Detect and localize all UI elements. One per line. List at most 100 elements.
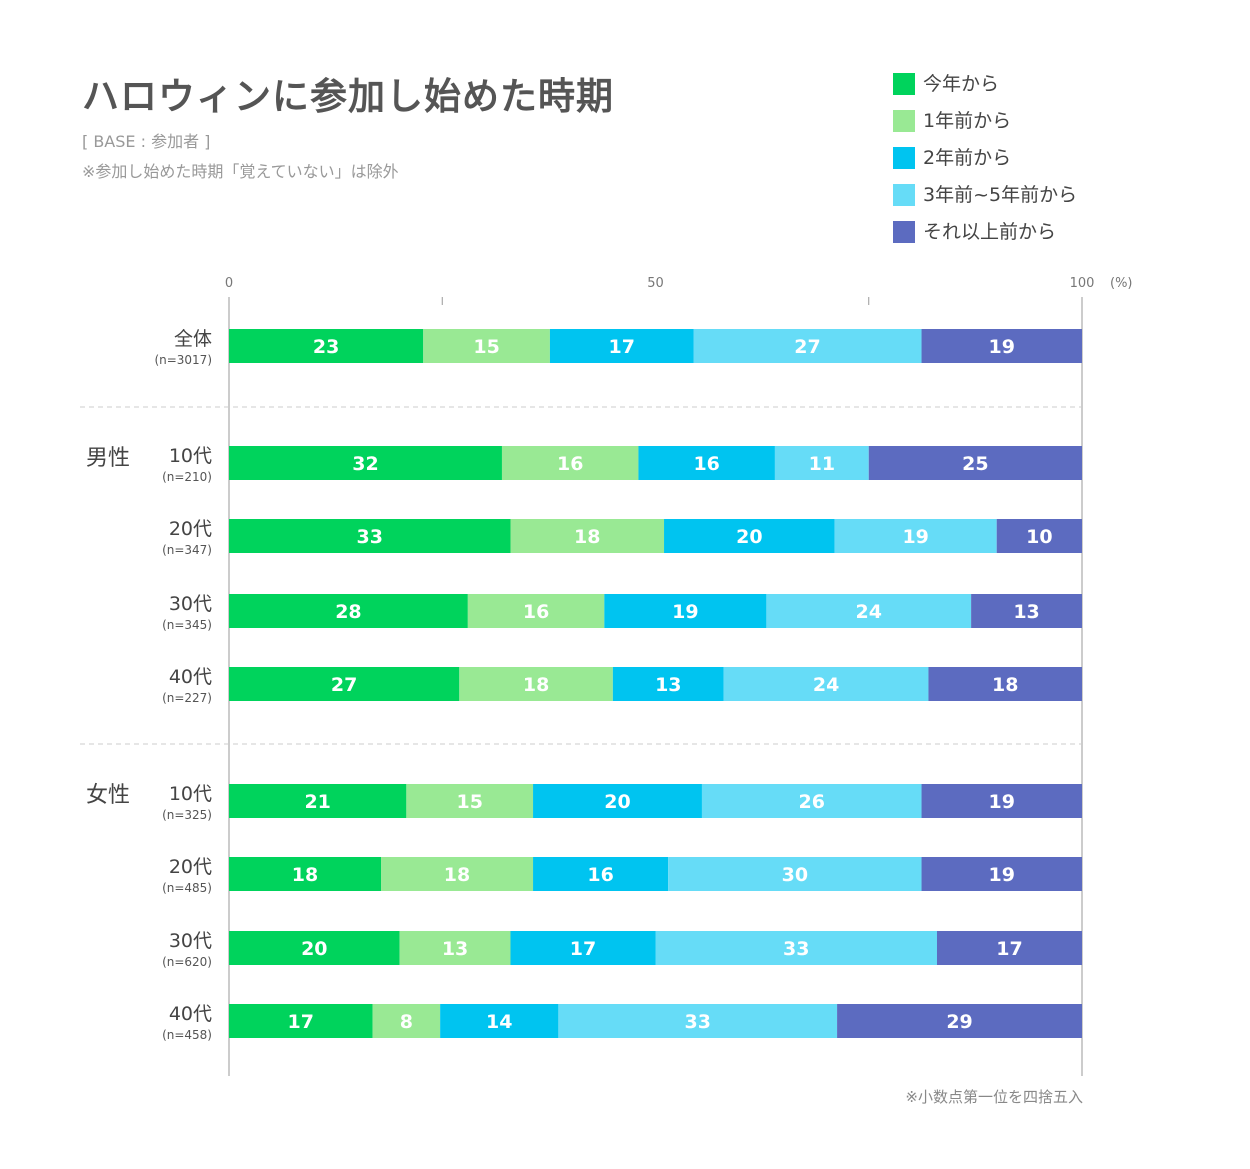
bar-segment xyxy=(229,667,460,701)
bar-value-label: 17 xyxy=(996,938,1022,960)
chart-title: ハロウィンに参加し始めた時期 xyxy=(82,75,614,118)
bar-value-label: 15 xyxy=(473,336,499,358)
x-tick-label: 100 xyxy=(1070,276,1095,291)
row-sample-size: (n=325) xyxy=(162,808,212,822)
bar-value-label: 23 xyxy=(313,336,339,358)
x-tick-label: 0 xyxy=(225,276,233,291)
row-sample-size: (n=620) xyxy=(162,955,212,969)
row-label: 10代 xyxy=(169,445,212,467)
legend-swatch xyxy=(893,221,915,243)
bar-segment xyxy=(936,931,1082,965)
bar-segment xyxy=(766,594,972,628)
bar-value-label: 24 xyxy=(813,674,839,696)
bar-value-label: 20 xyxy=(301,938,327,960)
bar-segment xyxy=(558,1004,838,1038)
bar-segment xyxy=(423,329,550,363)
bar-segment xyxy=(229,329,424,363)
bar-value-label: 21 xyxy=(304,791,330,813)
bar-segment xyxy=(723,667,929,701)
bar-segment xyxy=(440,1004,559,1038)
bar-segment xyxy=(604,594,767,628)
bar-value-label: 33 xyxy=(685,1011,711,1033)
bar-segment xyxy=(868,446,1082,480)
bar-segment xyxy=(372,1004,441,1038)
bar-segment xyxy=(459,667,613,701)
bar-segment xyxy=(774,446,869,480)
bar-value-label: 20 xyxy=(604,791,630,813)
bar-value-label: 18 xyxy=(523,674,549,696)
bar-segment xyxy=(501,446,639,480)
bar-segment xyxy=(971,594,1082,628)
bar-segment xyxy=(664,519,835,553)
bar-segment xyxy=(533,784,702,818)
bar-segment xyxy=(510,931,656,965)
bar-segment xyxy=(701,784,922,818)
row-label: 20代 xyxy=(169,518,212,540)
bar-segment xyxy=(229,784,407,818)
x-tick-label: 50 xyxy=(647,276,664,291)
legend-label: 2年前から xyxy=(923,147,1012,169)
legend-label: それ以上前から xyxy=(923,221,1057,243)
bar-segment xyxy=(996,519,1082,553)
base-note: [ BASE : 参加者 ] xyxy=(82,132,211,151)
bar-value-label: 30 xyxy=(782,864,808,886)
bar-segment xyxy=(921,329,1082,363)
bar-value-label: 13 xyxy=(655,674,681,696)
bar-value-label: 32 xyxy=(352,453,378,475)
bar-segment xyxy=(229,519,511,553)
row-label: 全体 xyxy=(174,328,212,350)
bar-value-label: 19 xyxy=(989,336,1015,358)
bar-value-label: 17 xyxy=(608,336,634,358)
bar-value-label: 18 xyxy=(292,864,318,886)
bar-segment xyxy=(406,784,534,818)
bar-value-label: 27 xyxy=(794,336,820,358)
bar-value-label: 19 xyxy=(989,864,1015,886)
bar-segment xyxy=(928,667,1082,701)
bar-value-label: 16 xyxy=(557,453,583,475)
bar-segment xyxy=(612,667,724,701)
group-label: 男性 xyxy=(86,446,130,471)
row-sample-size: (n=227) xyxy=(162,691,212,705)
bar-segment xyxy=(655,931,937,965)
row-sample-size: (n=345) xyxy=(162,618,212,632)
bar-segment xyxy=(381,857,534,891)
bar-value-label: 28 xyxy=(335,601,361,623)
legend-swatch xyxy=(893,147,915,169)
bar-value-label: 14 xyxy=(486,1011,512,1033)
bar-value-label: 17 xyxy=(288,1011,314,1033)
bar-segment xyxy=(921,857,1082,891)
x-unit-label: (%) xyxy=(1110,276,1133,291)
bar-value-label: 26 xyxy=(799,791,825,813)
row-sample-size: (n=347) xyxy=(162,543,212,557)
bar-value-label: 15 xyxy=(456,791,482,813)
row-label: 40代 xyxy=(169,1003,212,1025)
bar-value-label: 24 xyxy=(856,601,882,623)
bar-segment xyxy=(399,931,511,965)
legend-swatch xyxy=(893,110,915,132)
bar-segment xyxy=(837,1004,1082,1038)
bar-segment xyxy=(467,594,605,628)
bar-segment xyxy=(229,446,502,480)
row-sample-size: (n=458) xyxy=(162,1028,212,1042)
footnote: ※小数点第一位を四捨五入 xyxy=(905,1088,1083,1106)
legend-label: 1年前から xyxy=(923,110,1012,132)
bar-segment xyxy=(921,784,1082,818)
bar-value-label: 19 xyxy=(902,526,928,548)
row-label: 30代 xyxy=(169,593,212,615)
row-sample-size: (n=210) xyxy=(162,470,212,484)
bar-value-label: 16 xyxy=(693,453,719,475)
row-label: 10代 xyxy=(169,783,212,805)
bar-value-label: 8 xyxy=(400,1011,413,1033)
bar-segment xyxy=(834,519,997,553)
row-label: 40代 xyxy=(169,666,212,688)
row-label: 20代 xyxy=(169,856,212,878)
legend-label: 3年前~5年前から xyxy=(923,184,1078,206)
row-sample-size: (n=3017) xyxy=(154,353,212,367)
bar-value-label: 19 xyxy=(989,791,1015,813)
bar-value-label: 33 xyxy=(783,938,809,960)
row-sample-size: (n=485) xyxy=(162,881,212,895)
bar-value-label: 18 xyxy=(574,526,600,548)
bar-segment xyxy=(693,329,922,363)
legend-swatch xyxy=(893,73,915,95)
bar-value-label: 13 xyxy=(442,938,468,960)
